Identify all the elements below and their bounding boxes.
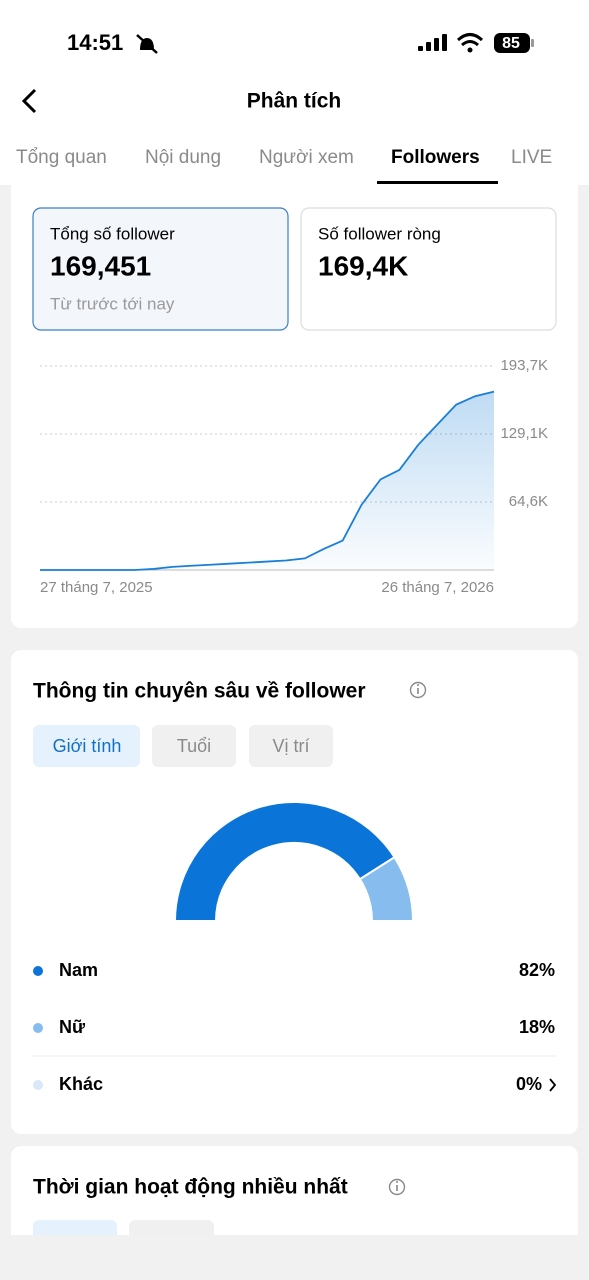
stat-value: 169,451: [50, 250, 151, 281]
legend-dot: [33, 1023, 43, 1033]
legend-value: 82%: [519, 960, 555, 980]
pie-chart: Nam 82% Nữ 18% Khác 0%: [33, 801, 555, 1094]
card-top: [11, 185, 578, 197]
y-tick-label: 64,6K: [509, 493, 548, 510]
stat-card-selected[interactable]: [32, 207, 289, 331]
filter-label: Tuổi: [177, 736, 211, 756]
pie-segment: [173, 801, 396, 922]
legend-dot: [33, 1080, 43, 1090]
tab[interactable]: Nội dung: [145, 147, 221, 168]
wifi-icon: [456, 33, 484, 47]
tab-indicator: [377, 181, 498, 184]
area: [40, 391, 494, 570]
filter[interactable]: [152, 725, 236, 767]
legend-value: 0%: [516, 1074, 542, 1094]
filter-active[interactable]: [33, 1220, 117, 1262]
legend-label: Nam: [59, 960, 98, 980]
stat-card[interactable]: [300, 207, 557, 331]
activity-card-bg: [11, 1146, 578, 1235]
top-bar: [0, 0, 589, 185]
wifi-dot: [467, 47, 473, 53]
y-tick-label: 129,1K: [500, 425, 548, 442]
x-tick-label: 26 tháng 7, 2026: [381, 579, 494, 596]
stat-value: 169,4K: [318, 250, 408, 281]
insights-card: [11, 650, 578, 1134]
info-icon[interactable]: [409, 681, 427, 699]
tab[interactable]: Tổng quan: [16, 147, 107, 168]
page-title: Phân tích: [247, 90, 342, 113]
chevron[interactable]: [549, 1078, 557, 1092]
battery-level: 85: [502, 35, 520, 52]
y-tick-label: 193,7K: [500, 357, 548, 374]
signal-icon: [418, 34, 447, 51]
tab[interactable]: Người xem: [259, 147, 354, 168]
filter-label: Giới tính: [53, 736, 122, 756]
status-time: 14:51: [67, 30, 123, 55]
legend-dot: [33, 966, 43, 976]
line-chart: 64,6K 129,1K 193,7K 27 tháng 7, 2025 26 thán…: [40, 357, 548, 596]
legend-value: 18%: [519, 1017, 555, 1037]
mute-icon: [136, 34, 158, 54]
x-tick-label: 27 tháng 7, 2025: [40, 579, 153, 596]
stat-label: Tổng số follower: [50, 224, 175, 243]
section-title: Thông tin chuyên sâu về follower: [33, 680, 366, 703]
tab[interactable]: LIVE: [511, 147, 552, 168]
legend-label: Nữ: [59, 1017, 86, 1037]
activity-card: [11, 1146, 578, 1262]
legend-label: Khác: [59, 1074, 103, 1094]
back-button[interactable]: [21, 88, 37, 114]
line: [40, 390, 495, 571]
battery-icon: [494, 33, 530, 53]
stat-label: Số follower ròng: [318, 224, 441, 243]
stat-note: Từ trước tới nay: [50, 294, 175, 313]
filter[interactable]: [249, 725, 333, 767]
section-title: Thời gian hoạt động nhiều nhất: [33, 1176, 348, 1199]
filter-label: Vị trí: [272, 736, 309, 756]
filter-active[interactable]: [33, 725, 140, 767]
battery-tip: [531, 39, 534, 47]
filter[interactable]: [129, 1220, 214, 1262]
tab-active[interactable]: Followers: [391, 147, 480, 168]
info-icon[interactable]: [388, 1178, 406, 1196]
